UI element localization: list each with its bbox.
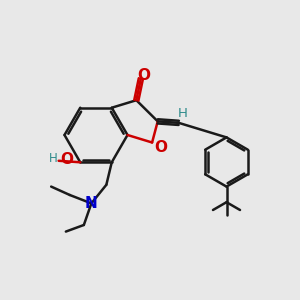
Text: H: H <box>177 107 187 120</box>
Text: O: O <box>137 68 150 83</box>
Text: O: O <box>60 152 73 167</box>
Text: N: N <box>85 196 98 211</box>
Text: H: H <box>48 152 57 166</box>
Text: O: O <box>154 140 167 154</box>
